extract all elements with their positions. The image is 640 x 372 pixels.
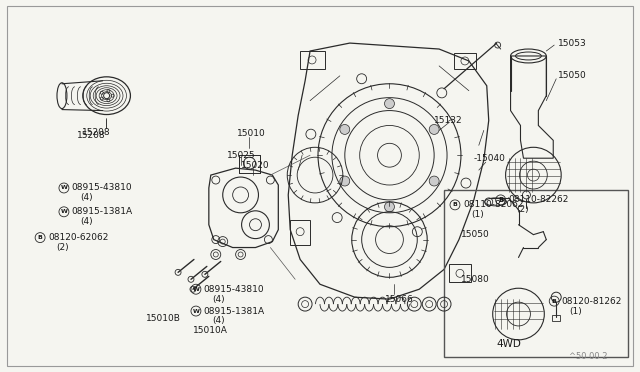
Text: (1): (1) bbox=[569, 307, 582, 315]
Circle shape bbox=[429, 176, 439, 186]
Bar bbox=[239, 155, 260, 173]
Text: 15132: 15132 bbox=[434, 116, 463, 125]
Text: W: W bbox=[193, 308, 200, 314]
Text: W: W bbox=[193, 287, 200, 292]
Text: -15040: -15040 bbox=[474, 154, 506, 163]
Text: W: W bbox=[61, 209, 67, 214]
Text: (2): (2) bbox=[516, 205, 529, 214]
Text: 15080: 15080 bbox=[461, 275, 490, 284]
Text: 15010: 15010 bbox=[237, 129, 266, 138]
Text: (4): (4) bbox=[80, 217, 92, 226]
Text: (2): (2) bbox=[56, 243, 68, 252]
Circle shape bbox=[429, 125, 439, 134]
Bar bbox=[454, 53, 476, 69]
Text: (1): (1) bbox=[471, 210, 484, 219]
Text: 15208: 15208 bbox=[82, 128, 111, 137]
Circle shape bbox=[340, 176, 349, 186]
Text: (4): (4) bbox=[212, 317, 225, 326]
Text: 15050: 15050 bbox=[461, 230, 490, 239]
Text: 15020: 15020 bbox=[241, 161, 269, 170]
Text: 08110-82062: 08110-82062 bbox=[463, 201, 524, 209]
Text: (4): (4) bbox=[212, 295, 225, 304]
Circle shape bbox=[340, 125, 349, 134]
Text: 08120-62062: 08120-62062 bbox=[48, 233, 108, 242]
Circle shape bbox=[385, 202, 394, 212]
Text: B: B bbox=[38, 235, 42, 240]
Bar bbox=[290, 220, 310, 244]
Bar bbox=[552, 315, 560, 321]
Text: 15053: 15053 bbox=[558, 39, 587, 48]
Text: 15050: 15050 bbox=[558, 71, 587, 80]
Text: 08120-81262: 08120-81262 bbox=[561, 296, 621, 306]
Text: 15010A: 15010A bbox=[193, 326, 228, 336]
Text: B: B bbox=[498, 197, 503, 203]
Text: W: W bbox=[61, 186, 67, 190]
Text: ^50 00 2: ^50 00 2 bbox=[570, 352, 608, 361]
Text: B: B bbox=[552, 299, 557, 304]
Circle shape bbox=[385, 99, 394, 109]
Text: 08915-43810: 08915-43810 bbox=[72, 183, 132, 192]
Text: 15066: 15066 bbox=[385, 295, 413, 304]
Text: 15208: 15208 bbox=[77, 131, 106, 140]
Bar bbox=[444, 190, 628, 357]
Bar bbox=[449, 264, 471, 282]
Text: 08915-43810: 08915-43810 bbox=[204, 285, 264, 294]
Text: 15010B: 15010B bbox=[147, 314, 181, 324]
Text: 08915-1381A: 08915-1381A bbox=[204, 307, 265, 315]
Text: 15025: 15025 bbox=[227, 151, 255, 160]
Text: 4WD: 4WD bbox=[497, 339, 522, 349]
Text: 08915-1381A: 08915-1381A bbox=[72, 207, 133, 216]
Text: 08110-82262: 08110-82262 bbox=[509, 195, 569, 204]
Text: (4): (4) bbox=[80, 193, 92, 202]
Bar bbox=[300, 51, 325, 69]
Text: B: B bbox=[452, 202, 458, 207]
